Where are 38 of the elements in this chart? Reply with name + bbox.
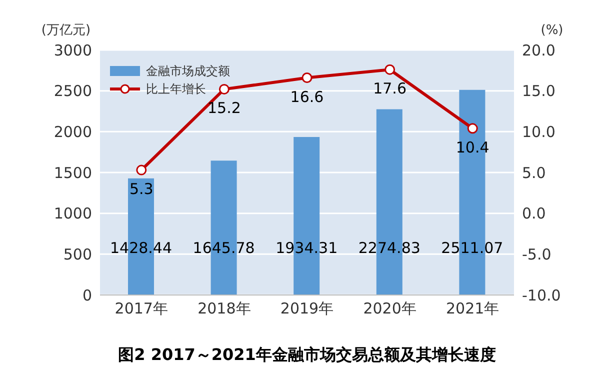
data-label: 15.2	[207, 99, 241, 118]
point	[136, 164, 147, 176]
data-label: 2511.07	[441, 239, 504, 257]
point	[218, 84, 230, 94]
y2-tick-label: 20.0	[522, 41, 556, 60]
y2-tick-label: -10.0	[522, 286, 561, 304]
point	[467, 123, 478, 134]
data-label: 2274.83	[358, 239, 420, 257]
y-axis-title: (万亿元)	[41, 23, 91, 38]
x-tick-label: 2020年	[363, 300, 416, 318]
x-tick-label: 2017年	[114, 300, 168, 318]
x-tick-label: 2019年	[280, 300, 334, 318]
y-tick-label: 3000	[54, 41, 92, 60]
data-label: 17.6	[373, 80, 407, 98]
y-tick-label: 2500	[54, 82, 92, 100]
y2-tick-label: 10.0	[522, 122, 556, 141]
data-label: 1934.31	[276, 239, 338, 257]
data-label: 16.6	[290, 88, 324, 106]
y2-tick-label: 0.0	[522, 204, 546, 223]
legend-label: 金融市场成交额	[146, 62, 230, 80]
y-tick-label: 1000	[54, 204, 92, 223]
y2-tick-label: -5.0	[522, 245, 552, 264]
y2-axis-title: (%)	[540, 23, 564, 38]
point	[302, 72, 312, 84]
x-tick-label: 2018年	[198, 300, 251, 318]
y2-tick-label: 15.0	[522, 82, 556, 100]
point	[384, 64, 396, 75]
y-tick-label: 2000	[54, 122, 92, 141]
x-tick-label: 2021年	[446, 300, 500, 318]
y-tick-label: 500	[63, 245, 92, 264]
y-tick-label: 1500	[54, 164, 92, 182]
legend-label: 比上年增长	[146, 80, 206, 98]
data-label: 1428.44	[110, 239, 172, 257]
text: 图2 2017～2021年金融市场交易总额及其增长速度	[117, 345, 497, 366]
data-label: 5.3	[129, 180, 154, 198]
data-label: 1645.78	[192, 239, 255, 257]
y-tick-label: 0	[82, 286, 92, 304]
y2-tick-label: 5.0	[522, 164, 546, 182]
